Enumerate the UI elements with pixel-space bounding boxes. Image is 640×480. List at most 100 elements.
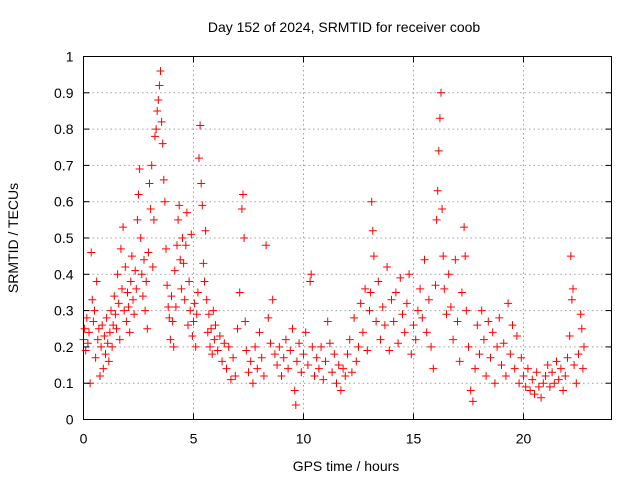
data-point-marker — [429, 364, 438, 373]
data-point-marker — [307, 270, 316, 279]
data-point-marker — [119, 223, 128, 232]
data-point-marker — [501, 371, 510, 380]
data-layer — [79, 67, 588, 409]
data-point-marker — [453, 317, 462, 326]
data-point-marker — [246, 357, 255, 366]
data-point-marker — [519, 371, 528, 380]
data-point-marker — [552, 357, 561, 366]
data-point-marker — [131, 266, 140, 275]
y-tick-label: 0.2 — [54, 339, 74, 355]
data-point-marker — [576, 310, 585, 319]
data-point-marker — [569, 284, 577, 293]
data-point-marker — [211, 321, 220, 330]
data-point-marker — [222, 364, 231, 373]
data-point-marker — [440, 284, 449, 293]
data-point-marker — [466, 386, 475, 395]
data-point-marker — [224, 342, 233, 351]
data-point-marker — [103, 339, 112, 348]
data-point-marker — [173, 241, 181, 250]
data-point-marker — [203, 328, 212, 337]
data-point-marker — [182, 208, 191, 217]
data-point-marker — [365, 306, 374, 315]
data-point-marker — [165, 313, 174, 322]
data-point-marker — [123, 288, 132, 297]
data-point-marker — [109, 321, 118, 330]
data-point-marker — [314, 364, 323, 373]
data-point-marker — [297, 368, 306, 377]
data-point-marker — [83, 339, 92, 348]
data-point-marker — [402, 299, 411, 308]
data-point-marker — [257, 353, 266, 362]
data-point-marker — [113, 270, 122, 279]
data-point-marker — [372, 317, 381, 326]
data-point-marker — [169, 342, 178, 351]
data-point-marker — [138, 292, 147, 301]
data-point-marker — [195, 154, 203, 163]
data-point-marker — [94, 324, 103, 333]
data-point-marker — [517, 353, 526, 362]
data-point-marker — [374, 277, 383, 286]
data-point-marker — [101, 350, 110, 359]
data-point-marker — [521, 382, 530, 391]
y-tick-label: 0.6 — [54, 194, 74, 210]
data-point-marker — [506, 350, 515, 359]
data-point-marker — [208, 350, 217, 359]
data-point-marker — [486, 353, 495, 362]
data-point-marker — [350, 313, 359, 322]
data-point-marker — [210, 335, 219, 344]
data-point-marker — [137, 270, 146, 279]
data-point-marker — [405, 270, 414, 279]
data-point-marker — [178, 234, 187, 242]
data-point-marker — [152, 125, 161, 134]
data-point-marker — [100, 332, 109, 341]
data-point-marker — [180, 295, 189, 304]
data-point-marker — [484, 317, 493, 326]
data-point-marker — [330, 350, 339, 359]
data-point-marker — [321, 357, 330, 366]
data-point-marker — [114, 299, 123, 308]
data-point-marker — [145, 179, 154, 188]
data-point-marker — [80, 324, 89, 333]
data-point-marker — [118, 284, 126, 293]
data-point-marker — [197, 179, 206, 188]
data-point-marker — [233, 324, 242, 333]
data-point-marker — [418, 313, 427, 322]
data-point-marker — [306, 277, 315, 286]
data-point-marker — [154, 96, 163, 105]
data-point-marker — [385, 346, 394, 355]
data-point-marker — [566, 252, 575, 261]
data-point-marker — [229, 353, 238, 362]
data-point-marker — [264, 313, 273, 322]
y-tick-label: 0 — [66, 412, 74, 428]
data-point-marker — [279, 353, 288, 362]
data-point-marker — [303, 361, 312, 370]
y-tick-label: 0.9 — [54, 85, 74, 101]
data-point-marker — [107, 306, 115, 315]
data-point-marker — [99, 364, 108, 373]
data-point-marker — [580, 342, 588, 351]
data-point-marker — [120, 306, 129, 315]
data-point-marker — [235, 288, 244, 297]
data-point-marker — [174, 215, 183, 224]
data-point-marker — [204, 310, 213, 319]
x-tick-label: 0 — [80, 431, 88, 447]
data-point-marker — [334, 361, 343, 370]
data-point-marker — [380, 321, 389, 330]
data-point-marker — [420, 255, 429, 264]
data-point-marker — [129, 295, 137, 304]
data-point-marker — [244, 368, 253, 377]
data-point-marker — [92, 277, 101, 286]
data-point-marker — [499, 339, 508, 348]
data-point-marker — [275, 342, 284, 351]
data-point-marker — [187, 230, 196, 239]
data-point-marker — [171, 302, 180, 311]
data-point-marker — [358, 328, 367, 337]
data-point-marker — [125, 328, 134, 337]
data-point-marker — [193, 288, 202, 297]
data-point-marker — [577, 324, 586, 333]
data-point-marker — [147, 161, 156, 170]
data-point-marker — [462, 306, 471, 315]
data-point-marker — [115, 335, 124, 344]
data-point-marker — [332, 379, 341, 388]
